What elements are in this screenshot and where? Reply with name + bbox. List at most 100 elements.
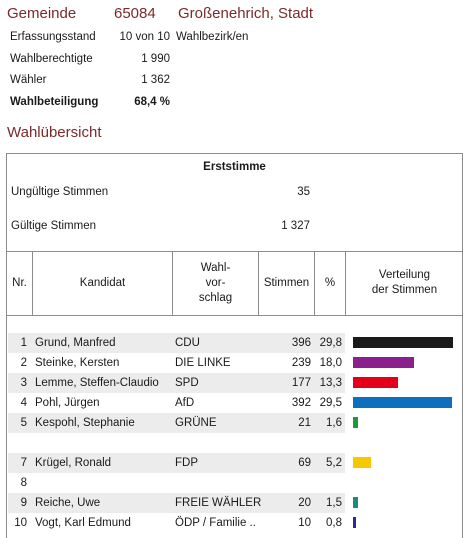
- row-share-bar: [353, 497, 358, 508]
- info-key: Wahlbeteiligung: [10, 96, 99, 108]
- column-divider: [345, 251, 346, 315]
- row-kandidat: Pohl, Jürgen: [35, 397, 100, 409]
- row-wahlvorschlag: GRÜNE: [175, 417, 217, 429]
- info-extra: Wahlbezirk/en: [176, 31, 249, 43]
- header-code: 65084: [114, 5, 156, 22]
- column-divider: [172, 251, 173, 315]
- row-background: [8, 413, 345, 433]
- row-nr: 3: [20, 377, 27, 389]
- row-kandidat: Grund, Manfred: [35, 337, 116, 349]
- column-divider: [258, 251, 259, 315]
- row-stimmen: 177: [291, 377, 311, 389]
- header-name: Großenehrich, Stadt: [178, 5, 314, 22]
- row-stimmen: 392: [291, 397, 311, 409]
- header-pct-text: %: [324, 276, 336, 289]
- row-wahlvorschlag: CDU: [175, 337, 200, 349]
- row-nr: 4: [20, 397, 27, 409]
- info-value: 1 990: [141, 53, 170, 65]
- row-pct: 0,8: [326, 517, 342, 529]
- info-key: Erfassungsstand: [10, 31, 96, 43]
- header-label: Gemeinde: [7, 5, 77, 22]
- valid-votes-value: 1 327: [281, 220, 310, 232]
- row-stimmen: [259, 433, 311, 453]
- row-kandidat: Vogt, Karl Edmund: [35, 517, 131, 529]
- info-key: Wähler: [10, 74, 47, 86]
- row-kandidat: Kespohl, Stephanie: [35, 417, 135, 429]
- row-share-bar: [353, 417, 358, 428]
- row-pct: 1,5: [326, 497, 342, 509]
- info-value: 1 362: [141, 74, 170, 86]
- row-stimmen: 396: [291, 337, 311, 349]
- info-key: Wahlberechtigte: [10, 53, 93, 65]
- row-pct: 29,8: [319, 337, 342, 349]
- info-erfassungsstand: Erfassungsstand 10 von 10 Wahlbezirk/en: [10, 29, 248, 45]
- header-text: Wahl-: [200, 261, 231, 274]
- header-text: schlag: [198, 291, 233, 304]
- row-wahlvorschlag: AfD: [175, 397, 195, 409]
- row-nr: 9: [20, 497, 27, 509]
- header-stimmen-text: Stimmen: [263, 276, 310, 289]
- row-nr: 8: [20, 477, 27, 489]
- row-pct: [312, 433, 342, 453]
- row-kandidat: Krügel, Ronald: [35, 457, 112, 469]
- invalid-votes-value: 35: [297, 186, 310, 198]
- header-wahlvorschlag: Wahl- vor- schlag: [173, 251, 258, 315]
- row-share-bar: [353, 517, 356, 528]
- row-kandidat: Steinke, Kersten: [35, 357, 120, 369]
- row-nr: [7, 433, 27, 453]
- header-kandidat: Kandidat: [33, 251, 172, 315]
- invalid-votes-label: Ungültige Stimmen: [11, 186, 109, 198]
- row-background: [8, 453, 345, 473]
- section-title: Wahlübersicht: [7, 124, 102, 141]
- header-verteilung: Verteilung der Stimmen: [346, 251, 463, 315]
- row-wahlvorschlag: FREIE WÄHLER: [175, 497, 262, 509]
- header-text: vor-: [205, 276, 226, 289]
- row-pct: 29,5: [319, 397, 342, 409]
- row-pct: 18,0: [319, 357, 342, 369]
- row-wahlvorschlag: ÖDP / Familie ..: [175, 517, 256, 529]
- divider: [7, 251, 462, 252]
- results-table: Erststimme Ungültige Stimmen 35 Gültige …: [6, 153, 463, 538]
- row-kandidat: Lemme, Steffen-Claudio: [35, 377, 159, 389]
- row-background: [8, 493, 345, 513]
- row-nr: 2: [20, 357, 27, 369]
- row-wahlvorschlag: FDP: [175, 457, 198, 469]
- row-nr: 1: [20, 337, 27, 349]
- row-wahlvorschlag: DIE LINKE: [175, 357, 231, 369]
- row-share-bar: [353, 357, 414, 368]
- divider: [7, 315, 462, 316]
- row-share-bar: [353, 377, 398, 388]
- header-stimmen: Stimmen: [259, 251, 314, 315]
- header-pct: %: [315, 251, 345, 315]
- row-stimmen: [259, 473, 311, 493]
- row-stimmen: 21: [298, 417, 311, 429]
- info-wahlberechtigte: Wahlberechtigte 1 990: [10, 51, 170, 67]
- valid-votes-label: Gültige Stimmen: [11, 220, 97, 232]
- row-background: [8, 373, 345, 393]
- row-pct: 1,6: [326, 417, 342, 429]
- info-value: 10 von 10: [119, 31, 170, 43]
- header-nr: Nr.: [7, 251, 32, 315]
- row-share-bar: [353, 337, 453, 348]
- row-wahlvorschlag: SPD: [175, 377, 199, 389]
- row-nr: 7: [20, 457, 27, 469]
- row-kandidat: Reiche, Uwe: [35, 497, 101, 509]
- table-title: Erststimme: [203, 161, 266, 173]
- row-share-bar: [353, 397, 452, 408]
- row-nr: 10: [14, 517, 27, 529]
- header-text: der Stimmen: [371, 284, 438, 296]
- header-kandidat-text: Kandidat: [79, 276, 126, 289]
- info-value: 68,4 %: [134, 96, 170, 108]
- row-stimmen: 10: [298, 517, 311, 529]
- row-pct: 5,2: [326, 457, 342, 469]
- column-divider: [314, 251, 315, 315]
- info-waehler: Wähler 1 362: [10, 72, 170, 88]
- row-nr: 5: [20, 417, 27, 429]
- info-wahlbeteiligung: Wahlbeteiligung 68,4 %: [10, 94, 170, 110]
- row-pct: [312, 473, 342, 493]
- column-divider: [32, 251, 33, 315]
- row-stimmen: 20: [298, 497, 311, 509]
- header-nr-text: Nr.: [12, 276, 27, 289]
- row-background: [8, 333, 345, 353]
- row-share-bar: [353, 457, 371, 468]
